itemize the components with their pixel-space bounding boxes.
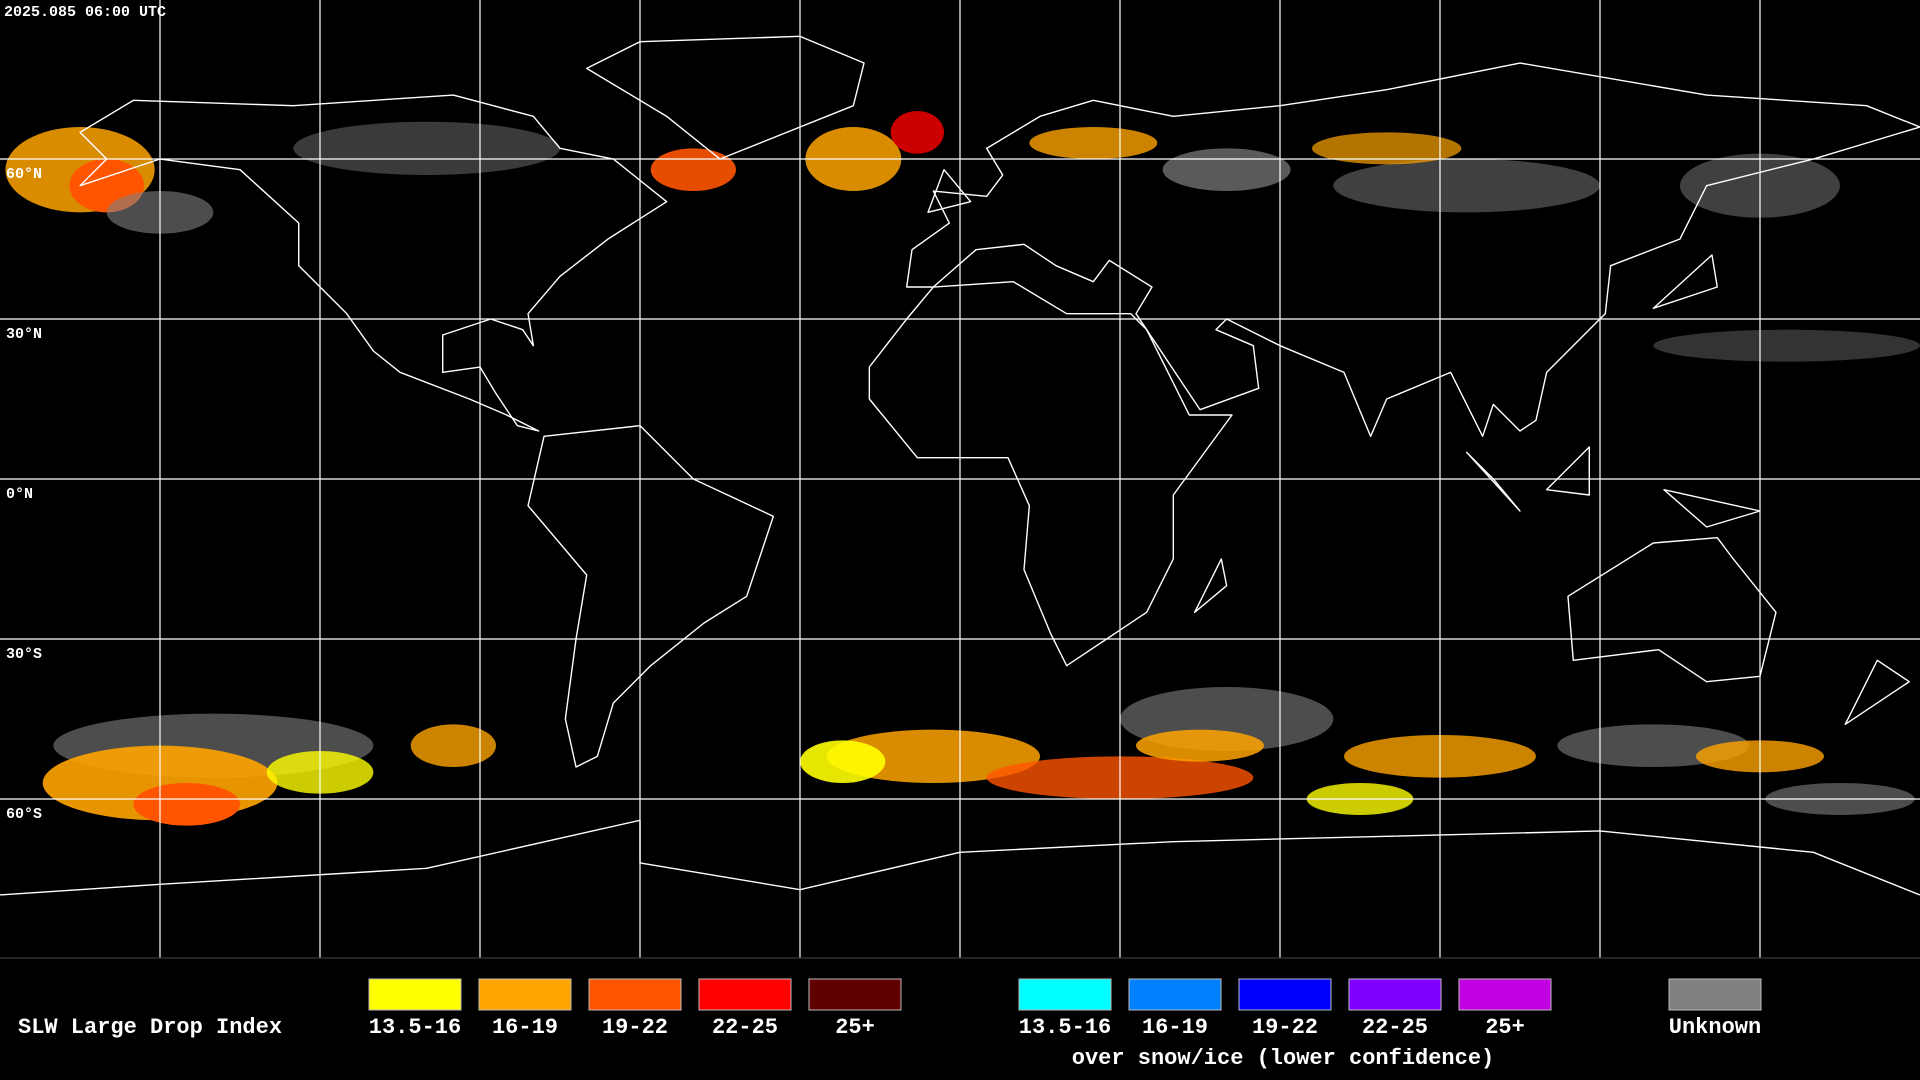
legend-label: 25+ [1485,1015,1525,1040]
coastlines [0,36,1920,895]
lat-labels: 60°N 30°N 0°N 30°S 60°S [6,166,42,823]
legend-label: 22-25 [1362,1015,1428,1040]
legend-label: 16-19 [492,1015,558,1040]
legend-swatch [1128,978,1222,1011]
legend-label: 25+ [835,1015,875,1040]
lat-label: 30°N [6,326,42,343]
legend-title: SLW Large Drop Index [18,1015,282,1040]
legend-swatch [588,978,682,1011]
snow-caption: over snow/ice (lower confidence) [1072,1046,1494,1071]
legend-label: 19-22 [1252,1015,1318,1040]
legend-label: 16-19 [1142,1015,1208,1040]
timestamp: 2025.085 06:00 UTC [4,4,166,21]
legend-swatch [1668,978,1762,1011]
legend-swatch [368,978,462,1011]
lat-label: 30°S [6,646,42,663]
legend-label: 13.5-16 [1019,1015,1111,1040]
lat-label: 0°N [6,486,33,503]
legend-label: 22-25 [712,1015,778,1040]
graticule [0,0,1920,958]
legend-swatch [1238,978,1332,1011]
lat-label: 60°S [6,806,42,823]
legend-swatch [1348,978,1442,1011]
legend-swatch [1458,978,1552,1011]
legend: 13.5-16 16-19 19-22 22-25 25+ 13.5-16 16-19 19-… [368,978,1762,1040]
legend-label: 19-22 [602,1015,668,1040]
legend-label: Unknown [1669,1015,1761,1040]
legend-label: 13.5-16 [369,1015,461,1040]
lat-label: 60°N [6,166,42,183]
legend-swatch [478,978,572,1011]
legend-swatch [698,978,792,1011]
legend-swatch [808,978,902,1011]
legend-swatch [1018,978,1112,1011]
